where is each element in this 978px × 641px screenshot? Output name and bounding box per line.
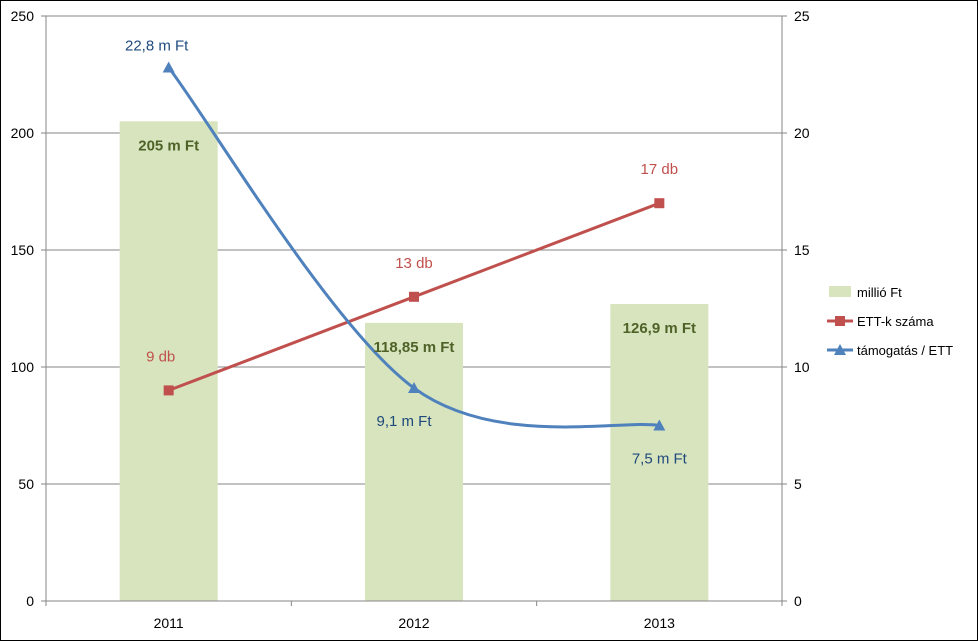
right-tick-label: 25 — [794, 8, 810, 24]
right-tick-label: 15 — [794, 242, 810, 258]
bar-2012 — [365, 322, 463, 601]
left-tick-label: 50 — [18, 476, 34, 492]
x-tick-label: 2013 — [644, 615, 675, 631]
legend-entry: támogatás / ETT — [857, 343, 953, 358]
series-line — [167, 66, 660, 429]
line-data-label: 22,8 m Ft — [125, 37, 189, 54]
data-labels: 205 m Ft 118,85 m Ft 126,9 m Ft 9 db 13 db 17… — [125, 37, 696, 467]
line-data-label: 9,1 m Ft — [376, 413, 432, 430]
right-tick-label: 5 — [794, 476, 802, 492]
line-data-label: 9 db — [146, 348, 175, 365]
left-tick-label: 200 — [11, 125, 35, 141]
legend-triangle-marker — [834, 344, 846, 355]
line-series — [162, 61, 666, 431]
bar-series — [119, 121, 709, 602]
right-tick-label: 20 — [794, 125, 810, 141]
bar-2011 — [119, 121, 218, 602]
bar-2013 — [610, 304, 709, 601]
bar-data-label: 126,9 m Ft — [623, 320, 696, 337]
line-data-label: 7,5 m Ft — [632, 451, 688, 468]
bar-data-label: 118,85 m Ft — [374, 339, 455, 356]
line-data-label: 17 db — [641, 161, 679, 178]
x-tick-label: 2011 — [154, 615, 184, 631]
line-data-label: 13 db — [395, 255, 433, 272]
triangle-marker — [408, 382, 420, 394]
left-tick-label: 100 — [11, 359, 35, 375]
axes: 0 50 100 150 200 250 0 5 10 15 20 25 2011 2012 2013 — [11, 8, 810, 631]
triangle-marker — [162, 61, 175, 73]
left-tick-label: 150 — [11, 242, 35, 258]
square-marker — [409, 291, 419, 302]
legend: millió Ft ETT-k száma támogatás / ETT — [827, 285, 953, 358]
bar-data-label: 205 m Ft — [138, 137, 199, 154]
x-tick-label: 2012 — [398, 615, 429, 631]
legend-swatch-bar — [829, 286, 851, 297]
square-marker — [163, 385, 174, 396]
legend-square-marker — [835, 316, 845, 326]
legend-entry: ETT-k száma — [857, 314, 934, 329]
square-marker — [654, 198, 665, 209]
legend-entry: millió Ft — [857, 285, 902, 300]
right-tick-label: 10 — [794, 359, 810, 375]
left-tick-label: 250 — [11, 8, 35, 24]
triangle-marker — [653, 419, 666, 431]
left-tick-label: 0 — [26, 593, 34, 609]
right-tick-label: 0 — [794, 593, 802, 609]
